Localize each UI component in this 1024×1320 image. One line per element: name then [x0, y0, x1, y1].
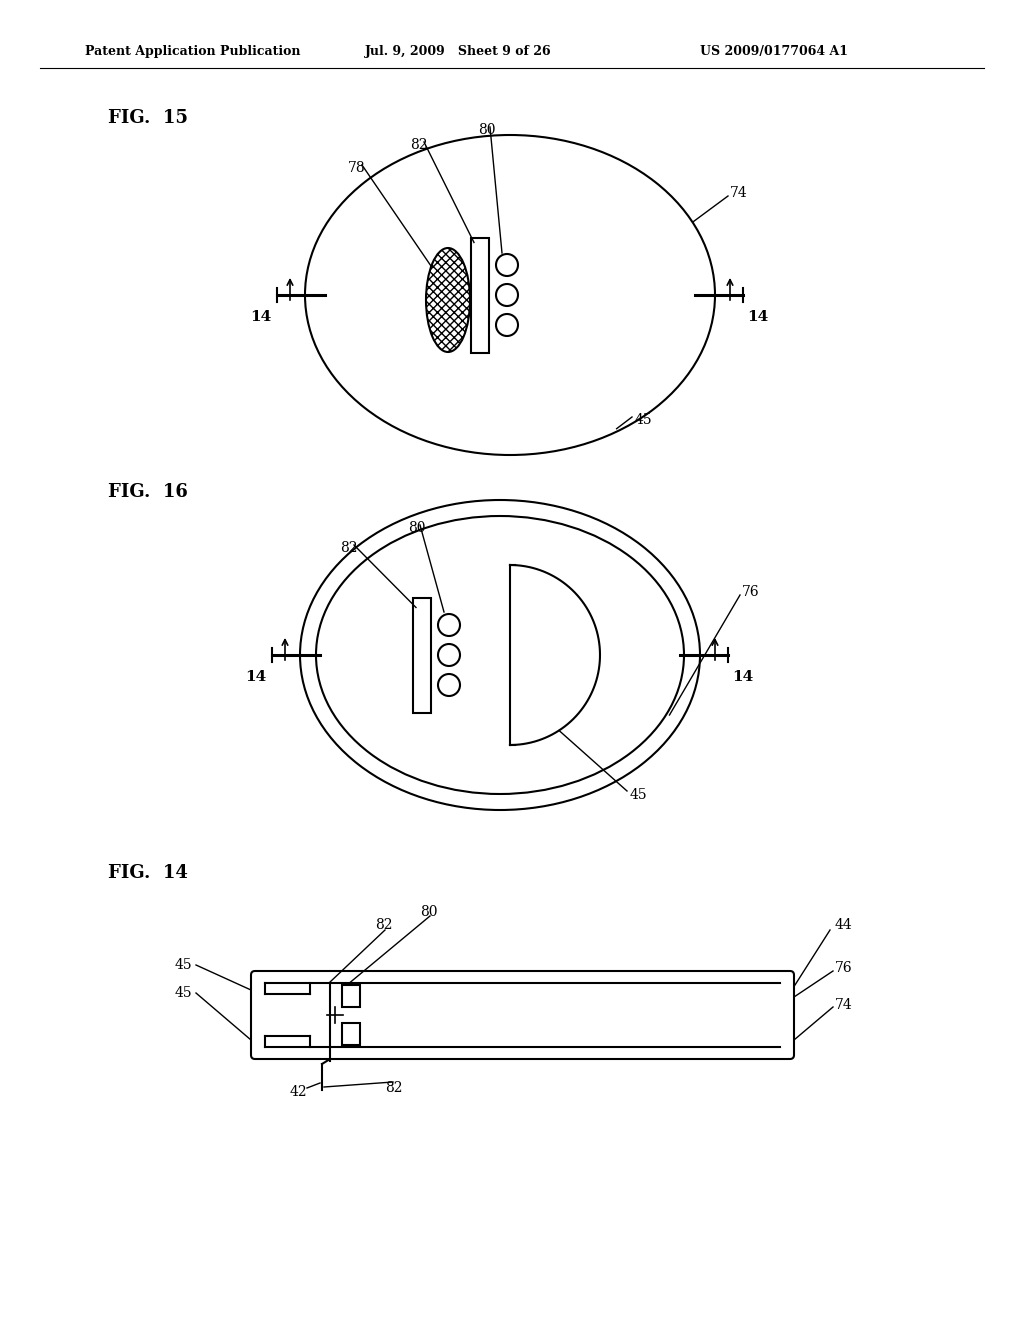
Bar	[413, 598, 431, 713]
Text: 14: 14	[245, 671, 266, 684]
Text: 82: 82	[385, 1081, 402, 1096]
Text: FIG.  16: FIG. 16	[108, 483, 187, 502]
Text: 82: 82	[410, 139, 427, 152]
Bar	[342, 985, 360, 1007]
Text: FIG.  15: FIG. 15	[108, 110, 188, 127]
Text: 42: 42	[290, 1085, 307, 1100]
Text: 14: 14	[746, 310, 768, 323]
Text: 44: 44	[835, 917, 853, 932]
Text: 74: 74	[730, 186, 748, 201]
Text: 14: 14	[250, 310, 271, 323]
Text: FIG.  14: FIG. 14	[108, 865, 187, 882]
Text: 78: 78	[348, 161, 366, 176]
Text: 14: 14	[732, 671, 754, 684]
Text: 80: 80	[408, 521, 426, 535]
Text: 45: 45	[635, 413, 652, 426]
Text: 82: 82	[340, 541, 357, 554]
Text: 76: 76	[835, 961, 853, 975]
Text: 74: 74	[835, 998, 853, 1012]
Text: 45: 45	[175, 986, 193, 1001]
Ellipse shape	[426, 248, 470, 352]
Bar	[342, 1023, 360, 1045]
Text: 45: 45	[630, 788, 647, 803]
Text: 45: 45	[175, 958, 193, 972]
Text: Patent Application Publication: Patent Application Publication	[85, 45, 300, 58]
Text: Jul. 9, 2009   Sheet 9 of 26: Jul. 9, 2009 Sheet 9 of 26	[365, 45, 552, 58]
Text: 80: 80	[478, 123, 496, 137]
Bar	[471, 238, 489, 352]
Text: 76: 76	[742, 585, 760, 599]
Text: 80: 80	[420, 906, 437, 919]
Text: US 2009/0177064 A1: US 2009/0177064 A1	[700, 45, 848, 58]
Text: 82: 82	[375, 917, 392, 932]
